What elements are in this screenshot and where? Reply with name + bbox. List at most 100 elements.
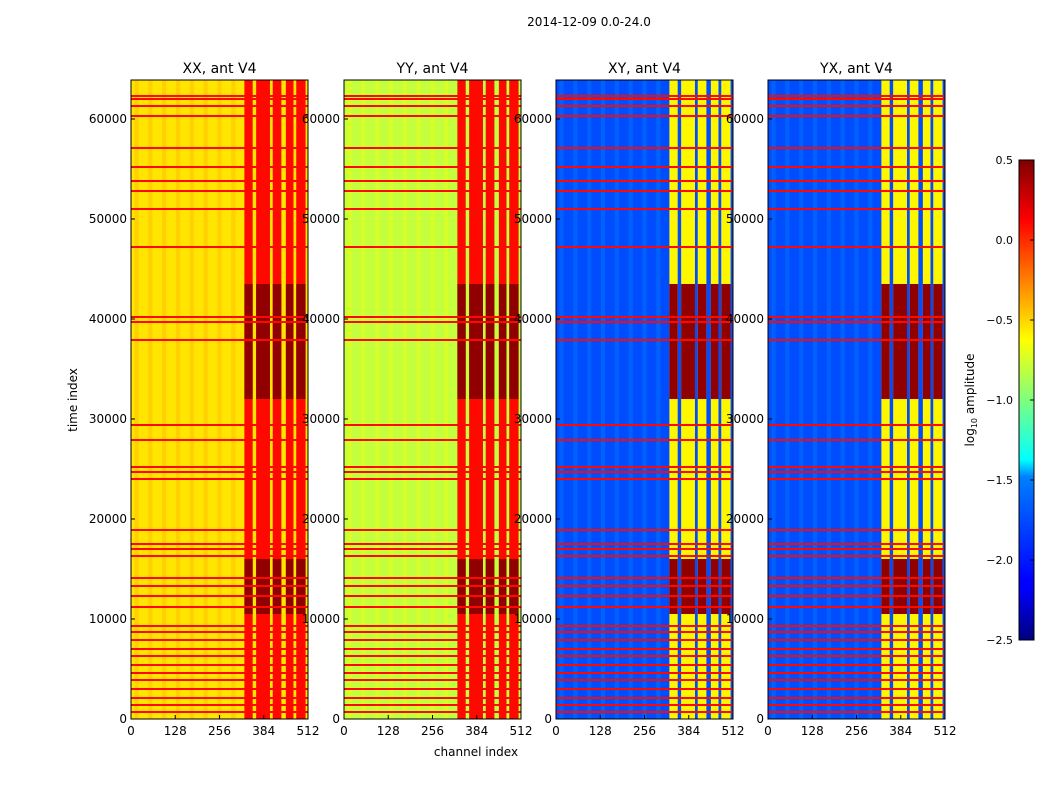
panel-2-flagged-row — [556, 555, 733, 557]
panel-2-flagged-row — [556, 704, 733, 706]
panel-1-y-tick-label: 0 — [332, 712, 340, 726]
panel-3-flagged-row — [768, 529, 945, 531]
panel-1-y-tick-label: 30000 — [302, 412, 340, 426]
panel-3-channel-band — [771, 80, 776, 719]
colorbar-tick-label: −1.5 — [986, 474, 1013, 487]
panel-1-strong-rfi — [485, 284, 495, 399]
panel-3-flagged-row — [768, 655, 945, 657]
panel-0-x-tick-label: 384 — [252, 724, 275, 738]
panel-2-channel-band — [642, 80, 647, 719]
panel-1-flagged-row — [344, 697, 521, 699]
panel-0-flagged-row — [131, 697, 308, 699]
panel-3-flagged-row — [768, 439, 945, 441]
colorbar-label-prefix: log — [963, 428, 977, 446]
panel-3-flagged-row — [768, 648, 945, 650]
panel-1-flagged-row — [344, 466, 521, 468]
panel-0-flagged-row — [131, 577, 308, 579]
panel-3-flagged-row — [768, 679, 945, 681]
panel-3-rfi-band — [909, 80, 919, 719]
panel-1-flagged-row — [344, 424, 521, 426]
panel-2-flagged-row — [556, 679, 733, 681]
panel-0-channel-band — [175, 80, 181, 719]
panel-2-flagged-row — [556, 585, 733, 587]
panel-3-flagged-row — [768, 585, 945, 587]
panel-3-channel-band — [868, 80, 873, 719]
panel-3-flagged-row — [768, 606, 945, 608]
panel-2-flagged-row — [556, 639, 733, 641]
panel-0-channel-band — [134, 80, 139, 719]
panel-1-flagged-row — [344, 711, 521, 713]
panel-0-flagged-row — [131, 439, 308, 441]
panel-title-1: YY, ant V4 — [396, 61, 469, 77]
panel-3-flagged-row — [768, 180, 945, 182]
panel-0-flagged-row — [131, 555, 308, 557]
panel-2-strong-rfi — [681, 284, 695, 399]
panel-3-flagged-row — [768, 166, 945, 168]
panel-0-strong-rfi — [296, 284, 306, 399]
panel-1-flagged-row — [344, 95, 521, 97]
panel-1-rfi-band — [485, 80, 495, 719]
panel-1-flagged-row — [344, 625, 521, 627]
panel-2-x-tick-label: 128 — [589, 724, 612, 738]
panel-2-y-tick-label: 60000 — [514, 112, 552, 126]
panel-2-flagged-row — [556, 439, 733, 441]
panel-3-strong-rfi — [893, 284, 907, 399]
panel-2-flagged-row — [556, 577, 733, 579]
panel-0-x-tick-label: 512 — [297, 724, 320, 738]
panel-1-flagged-row — [344, 548, 521, 550]
panel-2-flagged-row — [556, 316, 733, 318]
panel-2-channel-band — [614, 80, 619, 719]
panel-1-flagged-row — [344, 321, 521, 323]
panel-3-y-tick-label: 50000 — [726, 212, 764, 226]
panel-3-flagged-row — [768, 548, 945, 550]
panel-2-strong-rfi — [721, 284, 731, 399]
panel-2-flagged-row — [556, 478, 733, 480]
panel-0-rfi-band — [256, 80, 270, 719]
panel-1-flagged-row — [344, 631, 521, 633]
panel-3-flagged-row — [768, 704, 945, 706]
panel-2-rfi-band — [669, 80, 678, 719]
panel-0-flagged-row — [131, 639, 308, 641]
panel-0-rfi-band — [244, 80, 253, 719]
panel-2-channel-band — [656, 80, 661, 719]
panel-0-flagged-row — [131, 529, 308, 531]
panel-3-flagged-row — [768, 98, 945, 100]
panel-2-flagged-row — [556, 246, 733, 248]
panel-1-x-tick-label: 512 — [510, 724, 533, 738]
panel-0-flagged-row — [131, 631, 308, 633]
panel-0-rfi-band — [296, 80, 306, 719]
panel-2-flagged-row — [556, 147, 733, 149]
panel-2-flagged-row — [556, 529, 733, 531]
panel-3-y-tick-label: 0 — [756, 712, 764, 726]
panel-2-strong-rfi — [697, 284, 707, 399]
panel-3-flagged-row — [768, 577, 945, 579]
panel-0-flagged-row — [131, 606, 308, 608]
panel-1-strong-rfi — [469, 284, 483, 399]
panel-0-flagged-row — [131, 548, 308, 550]
panel-0-rfi-band — [272, 80, 282, 719]
colorbar-ticks: 0.5 0.0 −0.5 −1.0 −1.5 −2.0 −2.5 — [986, 154, 1034, 647]
panel-1-flagged-row — [344, 639, 521, 641]
panel-3-flagged-row — [768, 208, 945, 210]
colorbar-label: log10 amplitude — [963, 354, 979, 447]
panel-0-flagged-row — [131, 471, 308, 473]
panel-3-flagged-row — [768, 190, 945, 192]
panel-2-flagged-row — [556, 711, 733, 713]
panel-3-strong-rfi — [881, 284, 890, 399]
panel-1-flagged-row — [344, 105, 521, 107]
panel-2-flagged-row — [556, 208, 733, 210]
panel-1-strong-rfi — [457, 284, 466, 399]
panel-0-flagged-row — [131, 664, 308, 666]
panel-0-y-tick-label: 30000 — [89, 412, 127, 426]
panel-2-flagged-row — [556, 655, 733, 657]
panel-0-flagged-row — [131, 105, 308, 107]
panel-3-channel-band — [799, 80, 804, 719]
panel-3-flagged-row — [768, 688, 945, 690]
panel-2-y-tick-label: 50000 — [514, 212, 552, 226]
panel-2-channel-band — [573, 80, 578, 719]
panel-3-x-tick-label: 512 — [934, 724, 957, 738]
panel-3-flagged-row — [768, 466, 945, 468]
panel-1-y-tick-label: 50000 — [302, 212, 340, 226]
panel-1-strong-rfi — [509, 284, 519, 399]
